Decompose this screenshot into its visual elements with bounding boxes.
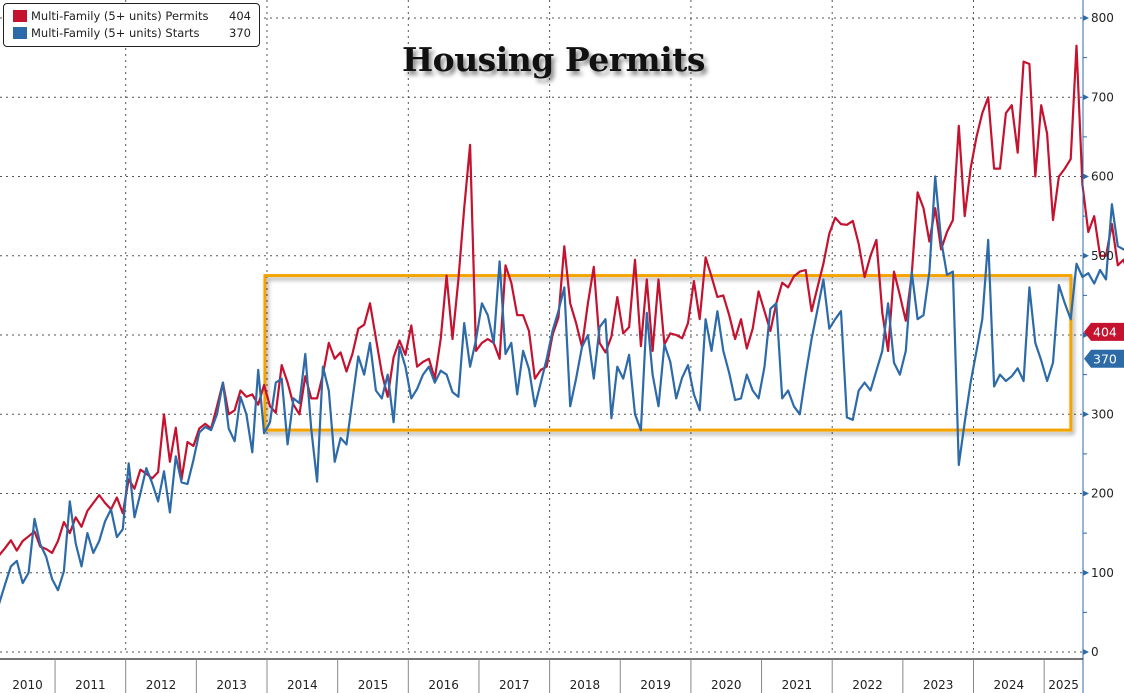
y-tick-marker (1083, 94, 1089, 101)
end-tag-starts: 370 (1084, 349, 1124, 368)
legend-swatch-starts (13, 27, 27, 39)
y-tick-label: 300 (1091, 407, 1114, 421)
legend-value-permits: 404 (229, 9, 251, 23)
y-tick-marker (1083, 569, 1089, 576)
chart-title: Housing Permits (402, 40, 705, 79)
y-tick-marker (1083, 332, 1089, 338)
x-tick-label: 2014 (287, 678, 318, 692)
legend-swatch-permits (13, 10, 27, 22)
legend-label-permits: Multi-Family (5+ units) Permits (31, 9, 209, 23)
x-tick-label: 2023 (923, 678, 954, 692)
y-tick-marker (1083, 15, 1089, 21)
x-tick-label: 2015 (358, 678, 389, 692)
y-tick-label: 100 (1091, 566, 1114, 580)
y-tick-marker (1083, 252, 1089, 259)
legend: Multi-Family (5+ units) Permits 404 Mult… (3, 3, 260, 47)
x-tick-label: 2011 (75, 678, 106, 692)
legend-value-starts: 370 (229, 26, 251, 40)
grid (0, 0, 1082, 653)
y-tick-marker (1083, 490, 1089, 497)
x-tick-label: 2020 (711, 678, 742, 692)
highlight-box (263, 274, 1073, 432)
x-tick-label: 2025 (1048, 678, 1079, 692)
x-tick-label: 2018 (570, 678, 601, 692)
y-tick-label: 600 (1091, 170, 1114, 184)
end-tag-starts-shape (1084, 349, 1124, 368)
y-tick-marker (1083, 649, 1089, 655)
series-layer (0, 44, 1124, 605)
x-tick-label: 2022 (852, 678, 883, 692)
x-tick-label: 2017 (499, 678, 530, 692)
y-tick-label: 500 (1091, 249, 1114, 263)
end-tag-permits-shape (1084, 322, 1124, 341)
end-tag-starts-label: 370 (1093, 351, 1117, 366)
legend-item-permits: Multi-Family (5+ units) Permits 404 (13, 8, 255, 24)
x-tick-label: 2019 (640, 678, 671, 692)
x-tick-label: 2016 (428, 678, 459, 692)
x-tick-label: 2010 (12, 678, 43, 692)
y-tick-label: 200 (1091, 487, 1114, 501)
end-tag-permits-label: 404 (1093, 324, 1117, 339)
y-tick-label: 700 (1091, 90, 1114, 104)
end-tag-permits: 404 (1084, 322, 1124, 341)
legend-item-starts: Multi-Family (5+ units) Starts 370 (13, 25, 255, 41)
x-tick-label: 2021 (782, 678, 813, 692)
x-tick-label: 2024 (994, 678, 1025, 692)
x-tick-label: 2013 (216, 678, 247, 692)
highlight-box-layer (263, 274, 1073, 432)
y-tick-label: 800 (1091, 11, 1114, 25)
y-tick-marker (1083, 173, 1089, 180)
starts-line (0, 175, 1124, 605)
x-tick-label: 2012 (146, 678, 177, 692)
legend-label-starts: Multi-Family (5+ units) Starts (31, 26, 200, 40)
y-tick-label: 0 (1091, 645, 1099, 659)
y-tick-marker (1083, 411, 1089, 418)
